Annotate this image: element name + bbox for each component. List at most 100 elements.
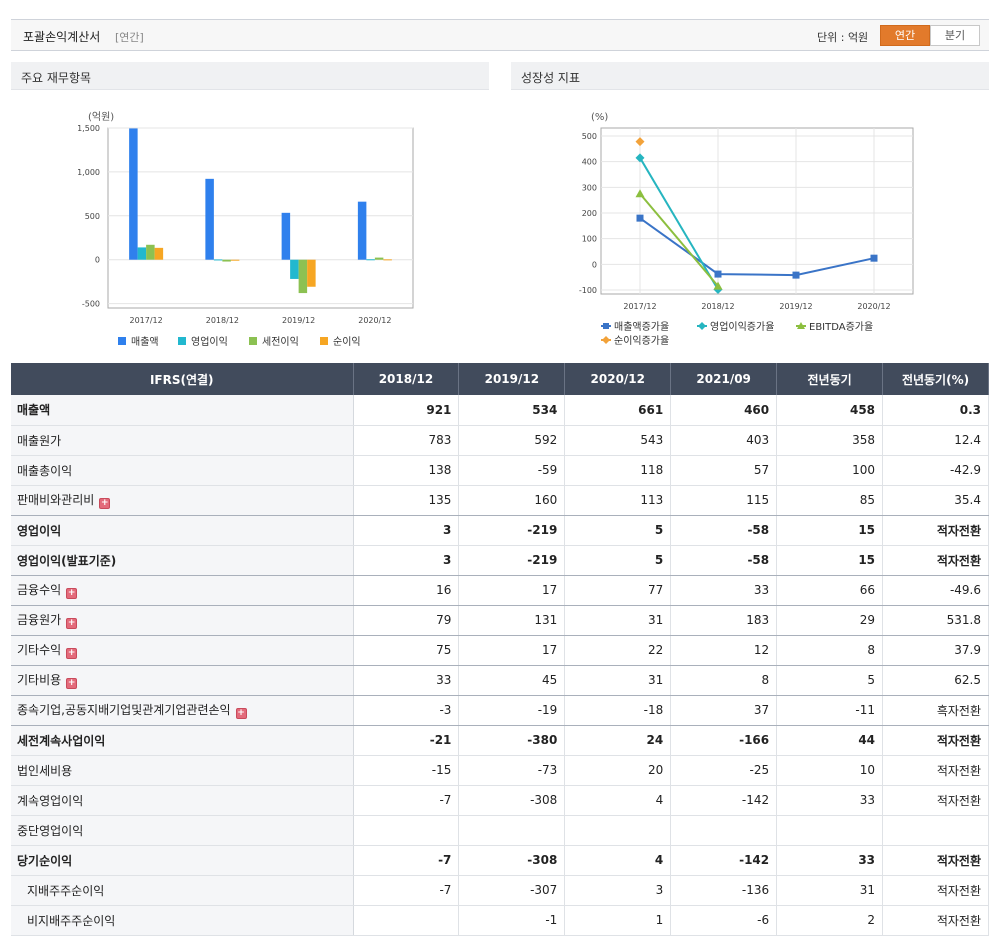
- expand-plus-icon[interactable]: +: [66, 618, 78, 629]
- point: [603, 323, 609, 329]
- value-cell: 75: [353, 635, 460, 666]
- bar: [213, 259, 223, 261]
- row-label: 중단영업이익: [17, 823, 84, 838]
- value-cell: -7: [353, 845, 460, 876]
- value-cell: -308: [458, 845, 566, 876]
- row-label-cell: 당기순이익: [11, 845, 354, 876]
- row-label: 판매비와관리비: [17, 493, 95, 507]
- column-header-period: 2018/12: [353, 363, 460, 395]
- column-header-period: 2019/12: [458, 363, 566, 395]
- y-tick-label: -500: [82, 300, 100, 309]
- value-cell: 921: [353, 395, 460, 426]
- table-row: 금융원가 +79 131 31 183 29 531.8: [11, 605, 989, 636]
- value-cell: -58: [670, 545, 778, 576]
- legend-label: 세전이익: [262, 336, 299, 348]
- value-cell: 33: [776, 785, 884, 816]
- value-cell: 33: [670, 575, 778, 606]
- expand-plus-icon[interactable]: +: [99, 498, 111, 509]
- value-cell: 62.5: [882, 665, 989, 696]
- row-label-cell: 지배주주순이익: [11, 875, 354, 906]
- expand-plus-icon[interactable]: +: [66, 648, 78, 659]
- value-cell: 적자전환: [882, 845, 989, 876]
- row-label-cell: 중단영업이익: [11, 815, 354, 846]
- row-label-cell: 계속영업이익: [11, 785, 354, 816]
- value-cell: -49.6: [882, 575, 989, 606]
- bar: [383, 259, 392, 261]
- value-cell: 8: [670, 665, 778, 696]
- value-cell: -219: [458, 545, 566, 576]
- value-cell: -380: [458, 725, 566, 756]
- value-cell: 85: [776, 485, 884, 516]
- column-header-period: 전년동기(%): [882, 363, 989, 395]
- point: [602, 336, 610, 344]
- value-cell: -42.9: [882, 455, 989, 486]
- row-label: 매출총이익: [17, 463, 73, 478]
- value-cell: -307: [458, 875, 566, 906]
- value-cell: 17: [458, 635, 566, 666]
- value-cell: 183: [670, 605, 778, 636]
- value-cell: 531.8: [882, 605, 989, 636]
- row-label-cell: 세전계속사업이익: [11, 725, 354, 756]
- x-tick-label: 2019/12: [779, 302, 812, 311]
- value-cell: 적자전환: [882, 515, 989, 546]
- bar: [205, 178, 214, 260]
- value-cell: -21: [353, 725, 460, 756]
- tab-annual[interactable]: 연간: [880, 25, 930, 46]
- table-row: 기타비용 +33 45 31 8 5 62.5: [11, 665, 989, 696]
- value-cell: 1: [564, 905, 672, 936]
- value-cell: -142: [670, 845, 778, 876]
- bar: [154, 247, 164, 260]
- value-cell: -6: [670, 905, 778, 936]
- row-label-cell: 법인세비용: [11, 755, 354, 786]
- expand-plus-icon[interactable]: +: [66, 588, 78, 599]
- point: [797, 322, 805, 329]
- value-cell: 57: [670, 455, 778, 486]
- row-label: 금융수익: [17, 583, 62, 597]
- value-cell: 37.9: [882, 635, 989, 666]
- legend-swatch: [178, 337, 186, 345]
- value-cell: 10: [776, 755, 884, 786]
- point: [636, 214, 644, 222]
- expand-plus-icon[interactable]: +: [66, 678, 78, 689]
- value-cell: -25: [670, 755, 778, 786]
- table-row: 영업이익(발표기준) 3 -219 5 -58 15 적자전환: [11, 545, 989, 576]
- value-cell: 77: [564, 575, 672, 606]
- tab-quarterly[interactable]: 분기: [930, 25, 980, 46]
- bar: [129, 128, 138, 260]
- column-header-period: 2020/12: [564, 363, 672, 395]
- table-row: 법인세비용 -15 -73 20 -25 10 적자전환: [11, 755, 989, 786]
- expand-plus-icon[interactable]: +: [235, 708, 247, 719]
- value-cell: 20: [564, 755, 672, 786]
- row-label-cell: 매출액: [11, 395, 354, 426]
- value-cell: 138: [353, 455, 460, 486]
- column-header-label: IFRS(연결): [11, 363, 354, 395]
- x-tick-label: 2020/12: [857, 302, 890, 311]
- value-cell: [353, 905, 460, 936]
- row-label-cell: 영업이익(발표기준): [11, 545, 354, 576]
- row-label: 세전계속사업이익: [17, 733, 106, 748]
- bar: [222, 259, 231, 262]
- value-cell: 35.4: [882, 485, 989, 516]
- row-label-cell: 금융원가 +: [11, 605, 354, 636]
- value-cell: -19: [458, 695, 566, 726]
- value-cell: 4: [564, 845, 672, 876]
- column-header-period: 2021/09: [670, 363, 778, 395]
- bar: [307, 259, 316, 287]
- y-tick-label: 200: [582, 209, 597, 218]
- bar: [357, 201, 367, 260]
- value-cell: 118: [564, 455, 672, 486]
- growth-line-chart: (%) 500 400 300 200 100 0 -100 2017/12 2018/12 201…: [579, 112, 914, 347]
- value-cell: [458, 815, 566, 846]
- value-cell: -15: [353, 755, 460, 786]
- plot-area: [107, 127, 414, 309]
- y-unit-label: (%): [591, 112, 608, 123]
- value-cell: 5: [564, 545, 672, 576]
- value-cell: -3: [353, 695, 460, 726]
- legend-swatch: [118, 337, 126, 345]
- table-row: 판매비와관리비 +135 160 113 115 85 35.4: [11, 485, 989, 516]
- row-label: 영업이익: [17, 523, 62, 538]
- table-row: 기타수익 +75 17 22 12 8 37.9: [11, 635, 989, 666]
- value-cell: 16: [353, 575, 460, 606]
- legend-swatch: [249, 337, 257, 345]
- statement-header-bar: 포괄손익계산서 [연간] 단위 : 억원 연간 분기: [11, 19, 989, 51]
